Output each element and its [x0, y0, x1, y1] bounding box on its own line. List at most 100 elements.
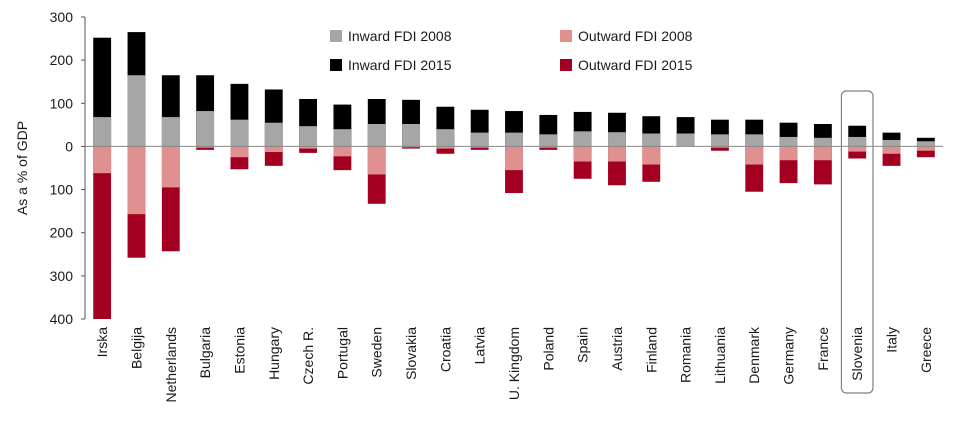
- bar-inward-2008-estonia: [230, 119, 249, 147]
- bar-outward-2008-finland: [642, 146, 661, 165]
- bar-inward-2008-bulgaria: [196, 111, 215, 147]
- bar-outward-2015-irska: [93, 146, 112, 319]
- legend-background: [318, 25, 723, 81]
- bar-outward-2008-u-kingdom: [505, 146, 523, 171]
- bar-outward-2008-poland: [539, 146, 558, 148]
- bar-outward-2008-bulgaria: [196, 146, 215, 148]
- y-tick-label: 200: [50, 52, 74, 68]
- bar-outward-2008-greece: [916, 146, 935, 151]
- bar-inward-2008-denmark: [745, 134, 764, 147]
- category-label-hungary: Hungary: [266, 327, 282, 380]
- bar-inward-2008-poland: [539, 134, 558, 147]
- bar-inward-2008-portugal: [333, 129, 352, 147]
- category-label-slovenia: Slovenia: [849, 327, 865, 381]
- bar-outward-2008-hungary: [264, 146, 283, 153]
- category-label-irska: Irska: [94, 327, 110, 358]
- bar-inward-2008-netherlands: [161, 117, 180, 147]
- category-label-greece: Greece: [918, 327, 934, 373]
- bar-outward-2015-greece: [916, 146, 935, 158]
- bar-inward-2008-irska: [93, 117, 112, 147]
- bar-outward-2008-germany: [779, 146, 798, 161]
- category-label-germany: Germany: [781, 327, 797, 385]
- legend-swatch-inward-fdi-2008: [330, 30, 342, 42]
- legend-swatch-outward-fdi-2008: [560, 30, 572, 42]
- y-tick-label: 0: [65, 138, 73, 154]
- category-label-romania: Romania: [678, 327, 694, 383]
- bar-inward-2008-sweden: [367, 123, 386, 147]
- bar-outward-2015-czech-r: [299, 146, 318, 153]
- bar-outward-2008-netherlands: [161, 146, 180, 188]
- bar-outward-2015-poland: [539, 146, 558, 150]
- y-tick-label: 200: [50, 225, 74, 241]
- category-label-denmark: Denmark: [746, 326, 762, 384]
- category-label-italy: Italy: [884, 327, 900, 353]
- bar-outward-2015-slovakia: [402, 146, 420, 149]
- category-label-lithuania: Lithuania: [712, 327, 728, 384]
- category-label-belgija: Belgija: [128, 327, 144, 369]
- y-tick-label: 400: [50, 311, 74, 327]
- legend: Inward FDI 2008 Outward FDI 2008 Inward FD…: [318, 25, 723, 81]
- bar-inward-2008-latvia: [470, 132, 489, 147]
- bar-outward-2008-lithuania: [710, 146, 729, 148]
- bar-outward-2008-italy: [882, 146, 901, 154]
- y-tick-label: 100: [50, 95, 74, 111]
- bar-outward-2015-croatia: [436, 146, 455, 154]
- bar-outward-2015-lithuania: [710, 146, 729, 151]
- category-label-estonia: Estonia: [231, 327, 247, 374]
- category-label-spain: Spain: [575, 327, 591, 363]
- bar-inward-2008-spain: [573, 131, 592, 147]
- category-label-bulgaria: Bulgaria: [197, 327, 213, 379]
- highlight-box-slovenia: [840, 90, 874, 394]
- bar-outward-2008-france: [813, 146, 832, 161]
- bar-outward-2008-sweden: [367, 146, 386, 175]
- bar-inward-2008-romania: [676, 133, 695, 147]
- bar-inward-2008-austria: [608, 132, 626, 147]
- bars-layer: [93, 32, 935, 394]
- bar-outward-2008-czech-r: [299, 146, 318, 149]
- bar-inward-2008-slovakia: [402, 123, 420, 147]
- bar-outward-2008-denmark: [745, 146, 764, 165]
- category-label-sweden: Sweden: [369, 327, 385, 378]
- bar-outward-2008-belgija: [127, 146, 146, 215]
- category-label-czech-r: Czech R.: [300, 327, 316, 385]
- y-axis: 300 200 100 0 100 200 300 400: [50, 9, 943, 327]
- category-label-u-kingdom: U. Kingdom: [506, 327, 522, 400]
- bar-inward-2008-u-kingdom: [505, 132, 523, 147]
- bar-inward-2008-finland: [642, 133, 661, 147]
- bar-inward-2008-hungary: [264, 122, 283, 147]
- bar-outward-2008-austria: [608, 146, 626, 162]
- legend-swatch-inward-fdi-2015: [330, 59, 342, 71]
- legend-label-outward-fdi-2015: Outward FDI 2015: [578, 57, 693, 73]
- category-label-croatia: Croatia: [437, 327, 453, 372]
- bar-inward-2008-czech-r: [299, 126, 318, 147]
- bar-inward-2008-italy: [882, 139, 901, 147]
- y-tick-label: 300: [50, 268, 74, 284]
- y-tick-label: 300: [50, 9, 74, 25]
- bar-outward-2015-latvia: [470, 146, 489, 150]
- bar-inward-2008-belgija: [127, 75, 146, 147]
- legend-label-inward-fdi-2008: Inward FDI 2008: [348, 28, 452, 44]
- category-label-netherlands: Netherlands: [163, 327, 179, 403]
- legend-label-inward-fdi-2015: Inward FDI 2015: [348, 57, 452, 73]
- category-label-portugal: Portugal: [334, 327, 350, 379]
- category-label-slovakia: Slovakia: [403, 327, 419, 380]
- category-label-latvia: Latvia: [472, 327, 488, 365]
- y-axis-label: As a % of GDP: [14, 121, 30, 215]
- bar-inward-2008-greece: [916, 141, 935, 147]
- category-label-finland: Finland: [643, 327, 659, 373]
- bar-outward-2015-bulgaria: [196, 146, 215, 150]
- legend-swatch-outward-fdi-2015: [560, 59, 572, 71]
- bar-outward-2008-slovenia: [848, 146, 867, 152]
- category-label-france: France: [815, 327, 831, 371]
- bar-inward-2008-france: [813, 137, 832, 147]
- bar-inward-2008-croatia: [436, 129, 455, 147]
- bar-outward-2008-estonia: [230, 146, 249, 158]
- category-label-poland: Poland: [540, 327, 556, 371]
- bar-outward-2008-latvia: [470, 146, 489, 148]
- bar-outward-2008-irska: [93, 146, 112, 174]
- bar-outward-2008-portugal: [333, 146, 352, 157]
- y-tick-label: 100: [50, 182, 74, 198]
- bar-inward-2008-germany: [779, 136, 798, 147]
